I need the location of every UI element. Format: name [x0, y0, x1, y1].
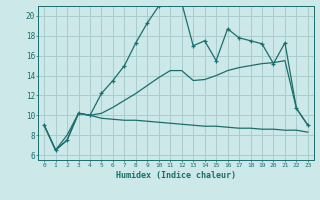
X-axis label: Humidex (Indice chaleur): Humidex (Indice chaleur): [116, 171, 236, 180]
